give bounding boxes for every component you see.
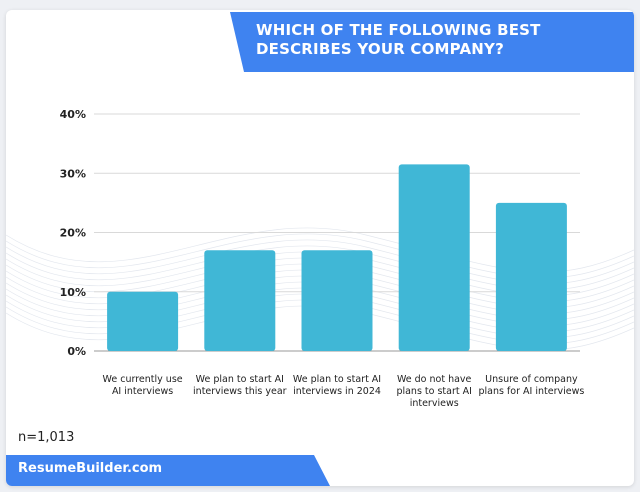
x-category-label: We currently use AI interviews <box>102 374 183 397</box>
x-category-label: Unsure of company plans for AI interviews <box>478 374 585 397</box>
bar <box>107 291 179 351</box>
bar-chart: 0% 10% 20% 30% 40% <box>60 108 580 358</box>
sample-size: n=1,013 <box>18 430 75 445</box>
footer-banner <box>6 455 330 486</box>
y-tick-label: 40% <box>60 108 86 121</box>
x-category-label: We plan to start AI interviews this year <box>193 374 287 397</box>
x-category-label: We do not have plans to start AI interview… <box>396 374 472 409</box>
x-category-label: We plan to start AI interviews in 2024 <box>292 374 382 397</box>
y-tick-label: 20% <box>60 227 86 240</box>
bar <box>495 202 567 351</box>
y-tick-label: 0% <box>67 345 86 358</box>
title-banner <box>230 12 634 72</box>
brand-name: ResumeBuilder.com <box>18 461 163 476</box>
chart-title: WHICH OF THE FOLLOWING BEST DESCRIBES YO… <box>256 21 541 58</box>
bar <box>204 250 276 351</box>
bar <box>398 164 470 351</box>
chart-card: WHICH OF THE FOLLOWING BEST DESCRIBES YO… <box>6 10 634 486</box>
bar <box>301 250 373 351</box>
y-tick-label: 30% <box>60 167 86 180</box>
y-tick-label: 10% <box>60 286 86 299</box>
